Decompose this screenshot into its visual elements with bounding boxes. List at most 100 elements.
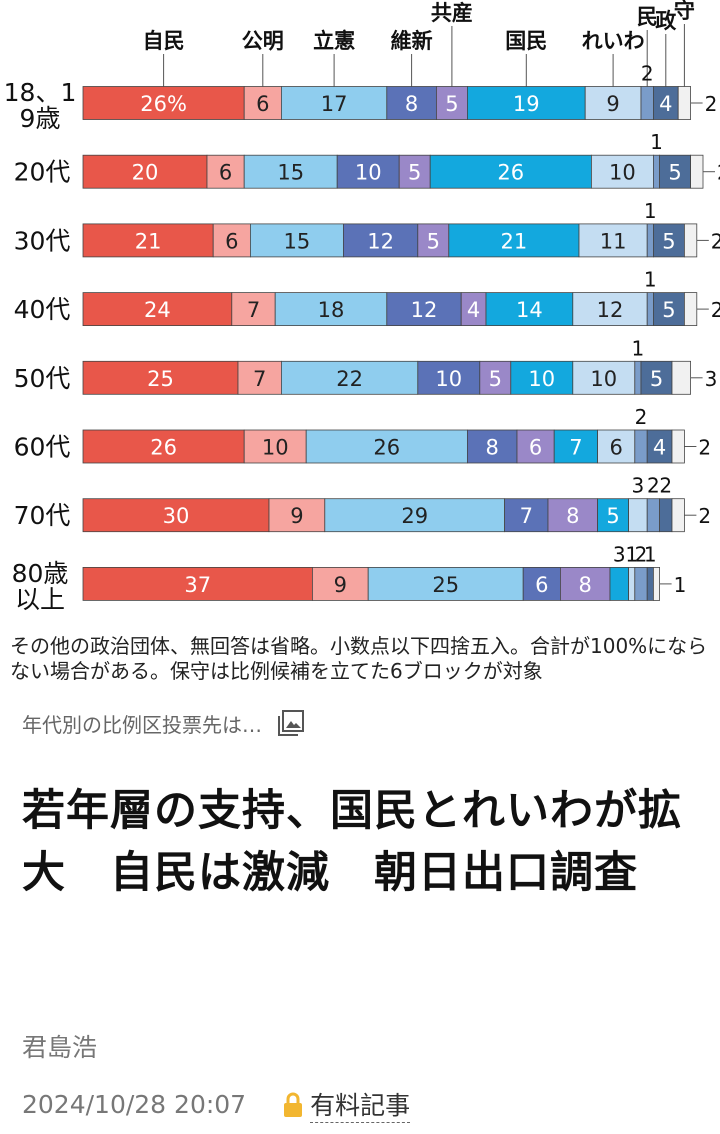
- bar-segment: [553, 429, 599, 464]
- data-label: 5: [662, 229, 675, 253]
- bar-segment: [646, 223, 654, 258]
- bar-segment: [609, 567, 630, 601]
- data-label: 4: [659, 92, 672, 116]
- data-label: 4: [653, 436, 666, 460]
- data-label: 2: [711, 229, 720, 253]
- bar-segment: [504, 498, 549, 533]
- bar-segment: [82, 86, 245, 120]
- data-label: 10: [528, 367, 555, 391]
- bar-segment: [417, 223, 450, 258]
- category-label: 30代: [14, 226, 71, 255]
- series-label: 国民: [505, 29, 547, 53]
- bar-segment: [231, 292, 276, 327]
- data-label: 15: [284, 229, 311, 253]
- bar-segment: [591, 154, 654, 189]
- bar-segment: [398, 154, 431, 189]
- data-label: 5: [445, 92, 458, 116]
- lock-icon: [284, 1092, 303, 1117]
- bar-segment: [516, 429, 555, 464]
- category-label: 9歳: [20, 104, 61, 133]
- series-label: れいわ: [582, 29, 645, 53]
- data-label: 6: [225, 229, 238, 253]
- bar-segment: [206, 154, 245, 189]
- series-label: 政: [655, 9, 677, 33]
- data-label: 10: [355, 161, 382, 185]
- bar-segment: [243, 154, 338, 189]
- bar-segment: [653, 154, 661, 189]
- data-label: 25: [432, 573, 459, 597]
- data-label: 2: [647, 474, 660, 498]
- data-label: 2: [635, 405, 648, 429]
- article-author[interactable]: 君島浩: [22, 1033, 98, 1062]
- data-label: 6: [535, 573, 548, 597]
- bar-segment: [82, 223, 214, 258]
- data-label: 9: [606, 92, 619, 116]
- bar-segment: [82, 567, 313, 601]
- data-label: 8: [566, 504, 579, 528]
- category-label: 60代: [14, 433, 71, 462]
- data-label: 2: [635, 542, 648, 566]
- data-label: 21: [135, 229, 162, 253]
- data-label: 10: [609, 161, 636, 185]
- article-headline: 若年層の支持、国民とれいわが拡大 自民は激減 朝日出口調査: [22, 786, 682, 898]
- bar-segment: [417, 360, 481, 395]
- data-label: 2: [711, 298, 720, 322]
- data-label: 2: [698, 436, 711, 460]
- data-label: 24: [144, 298, 171, 322]
- bar-segment: [653, 86, 679, 120]
- chart-caption[interactable]: 年代別の比例区投票先は…: [22, 708, 306, 738]
- bar-segment: [82, 360, 239, 395]
- data-label: 1: [625, 542, 638, 566]
- bar-segment: [82, 292, 233, 327]
- data-label: 2: [641, 62, 654, 86]
- data-label: 5: [489, 367, 502, 391]
- bar-segment: [646, 498, 661, 533]
- bar-segment: [268, 498, 326, 533]
- paid-article-badge[interactable]: 有料記事: [282, 1086, 411, 1123]
- data-label: 8: [405, 92, 418, 116]
- image-gallery-icon[interactable]: [276, 708, 306, 738]
- data-label: 2: [717, 161, 720, 185]
- bar-segment: [249, 223, 344, 258]
- paid-article-label: 有料記事: [310, 1086, 411, 1123]
- data-label: 11: [600, 229, 627, 253]
- caption-text: 年代別の比例区投票先は…: [22, 712, 262, 737]
- bar-segment: [466, 86, 586, 120]
- data-label: 7: [569, 436, 582, 460]
- bar-segment: [243, 429, 307, 464]
- data-label: 5: [668, 161, 681, 185]
- bar-segment: [485, 292, 574, 327]
- series-label: 自民: [143, 29, 185, 53]
- series-label: 維新: [391, 29, 433, 53]
- bar-segment: [305, 429, 468, 464]
- data-label: 14: [516, 298, 543, 322]
- bar-segment: [429, 154, 592, 189]
- data-label: 12: [367, 229, 394, 253]
- data-label: 26: [150, 436, 177, 460]
- data-label: 12: [411, 298, 438, 322]
- bar-segment: [684, 292, 698, 327]
- category-label: 以上: [15, 585, 65, 614]
- bar-segment: [653, 567, 661, 601]
- data-label: 20: [132, 161, 159, 185]
- bar-segment: [584, 86, 642, 120]
- data-label: 12: [597, 298, 624, 322]
- bar-segment: [386, 86, 437, 120]
- data-label: 9: [290, 504, 303, 528]
- data-label: 1: [632, 336, 645, 360]
- data-label: 8: [486, 436, 499, 460]
- bar-segment: [690, 154, 704, 189]
- series-label: 守: [674, 0, 695, 23]
- data-label: 1: [644, 268, 657, 292]
- bar-segment: [677, 86, 692, 120]
- category-label: 50代: [14, 364, 71, 393]
- bar-segment: [640, 86, 654, 120]
- data-label: 5: [427, 229, 440, 253]
- data-label: 4: [467, 298, 480, 322]
- data-label: 1: [644, 542, 657, 566]
- data-label: 7: [520, 504, 533, 528]
- article-meta: 2024/10/28 20:07 有料記事: [22, 1086, 411, 1123]
- article-timestamp: 2024/10/28 20:07: [22, 1090, 247, 1119]
- category-label: 40代: [14, 295, 71, 324]
